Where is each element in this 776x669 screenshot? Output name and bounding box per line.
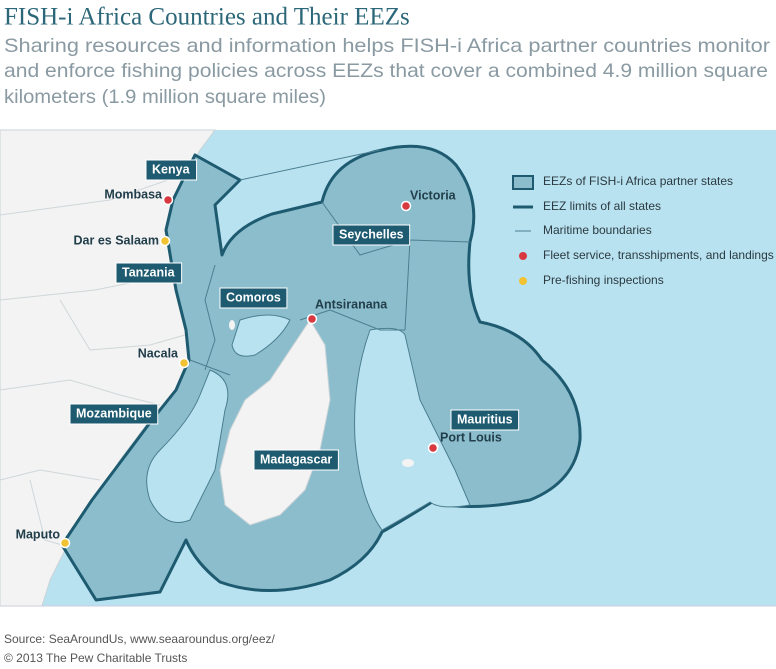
- country-label: Tanzania: [115, 262, 183, 284]
- country-label: Mozambique: [69, 403, 159, 425]
- country-box: [69, 403, 159, 425]
- country-box: [115, 262, 183, 284]
- place-dot: [427, 442, 439, 454]
- country-label: Madagascar: [253, 449, 339, 471]
- legend-swatch: [519, 252, 527, 260]
- title: FISH-i Africa Countries and Their EEZs: [4, 4, 410, 31]
- legend-label: EEZ limits of all states: [543, 199, 661, 213]
- madagascar-land: [219, 319, 331, 526]
- country-name: Mauritius: [457, 412, 513, 426]
- place-dot: [159, 235, 171, 247]
- other-eez: [231, 314, 291, 357]
- country-label: Mauritius: [450, 409, 520, 431]
- island: [402, 459, 414, 467]
- country-name: Tanzania: [122, 265, 176, 279]
- country-name: Kenya: [152, 162, 191, 176]
- maritime-boundaries: [189, 149, 471, 376]
- country-box: [253, 449, 339, 471]
- country-name: Mozambique: [76, 406, 152, 420]
- legend-swatch: [512, 175, 534, 190]
- subtitle-line: Sharing resources and information helps …: [4, 35, 771, 57]
- country-name: Madagascar: [260, 452, 332, 466]
- country-name: Comoros: [226, 290, 281, 304]
- place-dot: [306, 313, 318, 325]
- country-name: Seychelles: [339, 227, 404, 241]
- island: [229, 320, 235, 330]
- place-label: Nacala: [138, 346, 179, 360]
- place-dot: [59, 537, 71, 549]
- copyright: © 2013 The Pew Charitable Trusts: [4, 651, 187, 665]
- map: [0, 129, 776, 607]
- legend-label: EEZs of FISH-i Africa partner states: [543, 174, 733, 188]
- place-label: Port Louis: [440, 430, 502, 444]
- place-label: Victoria: [410, 188, 457, 202]
- place-label: Mombasa: [104, 187, 163, 201]
- land-borders: [0, 179, 186, 546]
- place-dot: [162, 194, 174, 206]
- other-eez: [146, 369, 229, 523]
- country-box: [332, 224, 411, 246]
- place-label: Antsiranana: [315, 297, 388, 311]
- subtitle-line: kilometers (1.9 million square miles): [4, 86, 326, 108]
- country-label: Kenya: [145, 159, 198, 181]
- place-label: Maputo: [16, 527, 61, 541]
- country-label: Comoros: [219, 287, 288, 309]
- other-eez: [354, 327, 471, 531]
- source: Source: SeaAroundUs, www.seaaroundus.org…: [4, 632, 275, 646]
- place-label: Dar es Salaam: [74, 233, 159, 247]
- legend-swatch: [519, 277, 527, 285]
- legend-label: Pre-fishing inspections: [543, 273, 664, 287]
- country-box: [219, 287, 288, 309]
- legend-label: Maritime boundaries: [543, 223, 652, 237]
- legend-label: Fleet service, transshipments, and landi…: [543, 248, 774, 262]
- country-box: [145, 159, 198, 181]
- place-dot: [400, 200, 412, 212]
- place-dot: [178, 357, 190, 369]
- country-label: Seychelles: [332, 224, 411, 246]
- country-box: [450, 409, 520, 431]
- subtitle-line: and enforce fishing policies across EEZs…: [4, 60, 768, 82]
